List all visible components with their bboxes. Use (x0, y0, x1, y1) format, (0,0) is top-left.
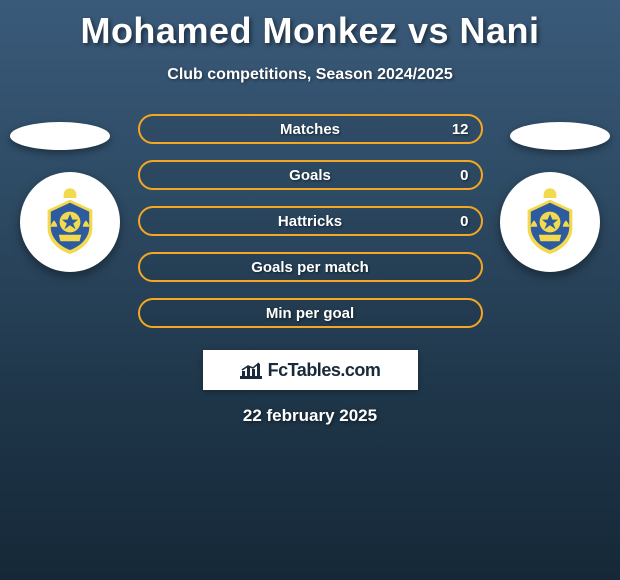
player-oval-right (510, 122, 610, 150)
brand-box: FcTables.com (203, 350, 418, 390)
stat-right-value: 0 (460, 213, 468, 230)
stat-row-goals-per-match: Goals per match (138, 252, 483, 282)
club-logo-right (500, 172, 600, 272)
stat-label: Goals per match (251, 259, 369, 276)
page-title: Mohamed Monkez vs Nani (0, 0, 620, 52)
stat-right-value: 0 (460, 167, 468, 184)
date-label: 22 february 2025 (0, 406, 620, 426)
club-logo-left (20, 172, 120, 272)
stat-label: Goals (289, 167, 331, 184)
bar-chart-icon (240, 361, 262, 379)
stat-label: Matches (280, 121, 340, 138)
stat-label: Hattricks (278, 213, 342, 230)
stats-list: Matches 12 Goals 0 Hattricks 0 Goals per… (138, 114, 483, 328)
stat-row-min-per-goal: Min per goal (138, 298, 483, 328)
stat-label: Min per goal (266, 305, 354, 322)
stat-row-goals: Goals 0 (138, 160, 483, 190)
subtitle: Club competitions, Season 2024/2025 (0, 66, 620, 84)
club-crest-icon-left (30, 182, 110, 262)
club-crest-icon-right (510, 182, 590, 262)
stat-right-value: 12 (452, 121, 469, 138)
stat-row-matches: Matches 12 (138, 114, 483, 144)
comparison-area: Matches 12 Goals 0 Hattricks 0 Goals per… (0, 114, 620, 426)
stat-row-hattricks: Hattricks 0 (138, 206, 483, 236)
player-oval-left (10, 122, 110, 150)
brand-label: FcTables.com (268, 360, 381, 381)
